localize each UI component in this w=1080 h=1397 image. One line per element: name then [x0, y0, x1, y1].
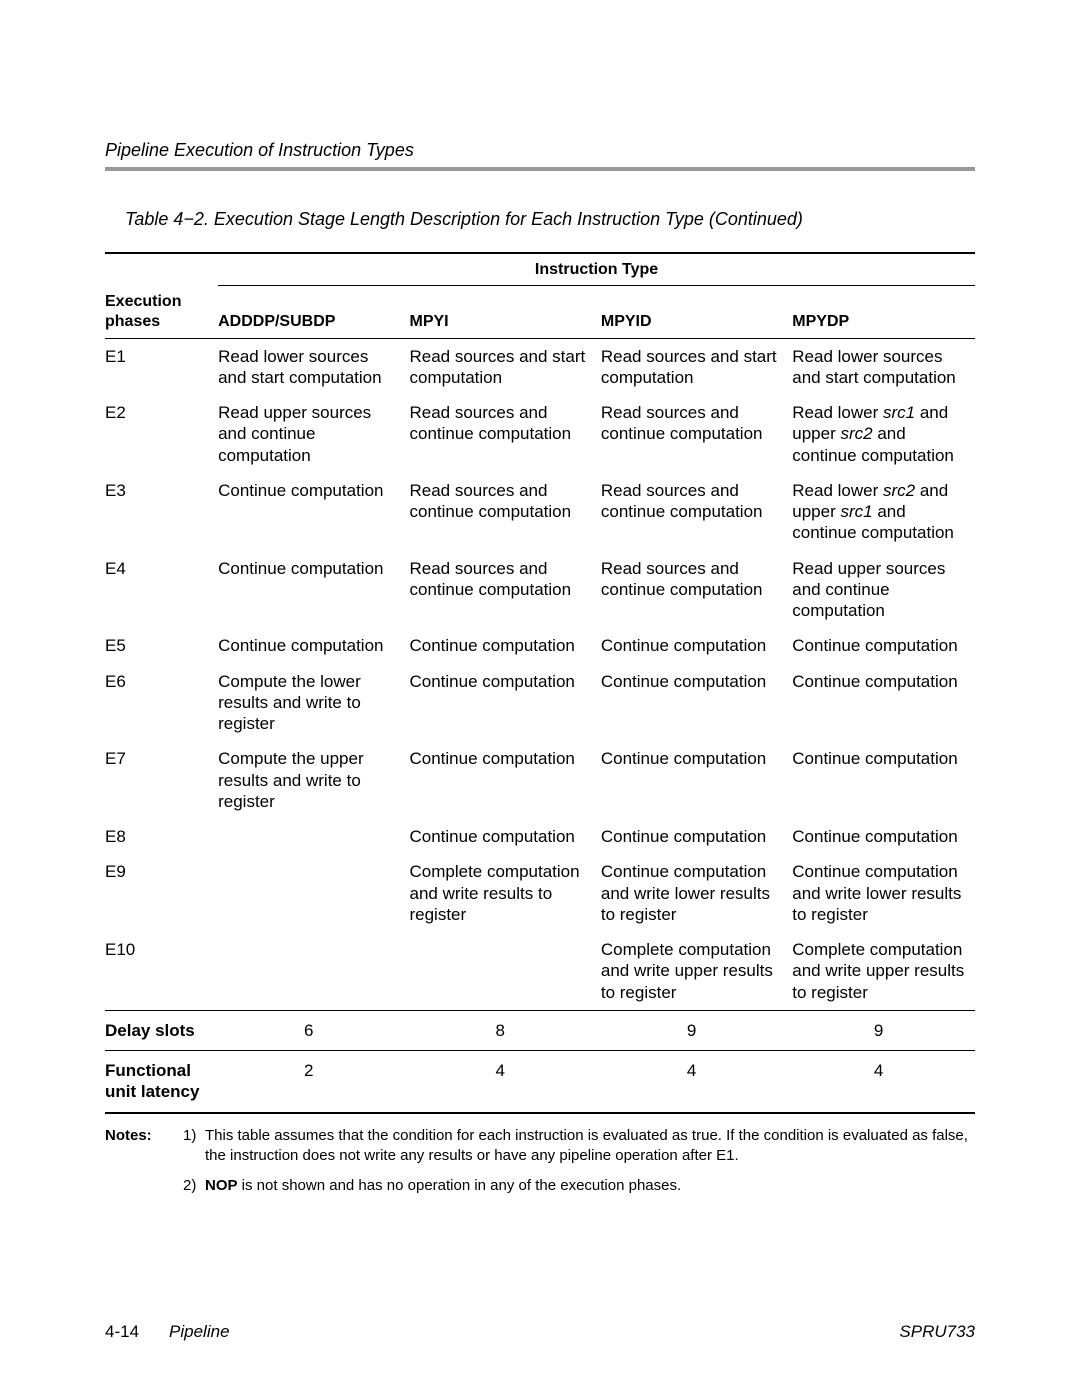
table-cell — [218, 854, 409, 932]
summary-value: 4 — [409, 1051, 600, 1113]
table-row: E8Continue computationContinue computati… — [105, 819, 975, 854]
summary-value: 4 — [792, 1051, 975, 1113]
table-cell: Continue computation — [218, 628, 409, 663]
table-cell: Continue computation — [409, 664, 600, 742]
summary-value: 9 — [792, 1010, 975, 1050]
summary-label: Functional unit latency — [105, 1051, 218, 1113]
note-item: 1)This table assumes that the condition … — [183, 1126, 975, 1167]
table-cell — [409, 932, 600, 1010]
section-header: Pipeline Execution of Instruction Types — [105, 140, 975, 161]
table-cell: Read lower src1 and upper src2 and conti… — [792, 395, 975, 473]
table-row: E9 Complete computa­tion and write result… — [105, 854, 975, 932]
summary-value: 9 — [601, 1010, 792, 1050]
table-cell: E10 — [105, 932, 218, 1010]
table-cell: Read sources and continue computation — [409, 551, 600, 629]
table-cell: Continue computation — [601, 628, 792, 663]
summary-row: Delay slots6899 — [105, 1010, 975, 1050]
table-cell: E9 — [105, 854, 218, 932]
table-cell: Complete computa­tion and write results … — [409, 854, 600, 932]
table-cell: Read sources and continue computation — [601, 473, 792, 551]
table-cell: Read sources and start computation — [601, 338, 792, 395]
table-cell: Read lower sources and start computation — [218, 338, 409, 395]
page-footer: 4-14 Pipeline SPRU733 — [105, 1322, 975, 1342]
note-text: This table assumes that the condition fo… — [205, 1126, 975, 1167]
table-row: E5Continue computationContinue computati… — [105, 628, 975, 663]
table-row: E1Read lower sources and start computati… — [105, 338, 975, 395]
table-row: E4Continue computationRead sources and c… — [105, 551, 975, 629]
table-cell: Read upper sources and continue computat… — [218, 395, 409, 473]
summary-label: Delay slots — [105, 1010, 218, 1050]
col-mpyid: MPYID — [601, 286, 792, 339]
group-header: Instruction Type — [218, 253, 975, 286]
summary-value: 8 — [409, 1010, 600, 1050]
table-cell: Read sources and continue computation — [409, 395, 600, 473]
table-cell: E1 — [105, 338, 218, 395]
table-cell: E5 — [105, 628, 218, 663]
notes-label: Notes: — [105, 1126, 183, 1207]
table-cell: Complete computa­tion and write upper re… — [792, 932, 975, 1010]
table-caption: Table 4−2. Execution Stage Length Descri… — [125, 209, 975, 230]
table-row: E10 Complete computa­tion and write upper… — [105, 932, 975, 1010]
summary-value: 2 — [218, 1051, 409, 1113]
table-cell: E7 — [105, 741, 218, 819]
table-cell: E2 — [105, 395, 218, 473]
table-notes: Notes: 1)This table assumes that the con… — [105, 1126, 975, 1207]
table-cell: Read sources and continue computation — [601, 551, 792, 629]
table-cell: Continue computation — [792, 741, 975, 819]
table-cell: Continue computation — [409, 819, 600, 854]
table-row: E6Compute the lower results and write to… — [105, 664, 975, 742]
table-cell: Continue computation — [792, 819, 975, 854]
table-cell: Continue computation — [792, 664, 975, 742]
table-row: E2Read upper sources and continue comput… — [105, 395, 975, 473]
table-cell: Continue computation — [409, 628, 600, 663]
table-cell — [218, 819, 409, 854]
section-rule — [105, 167, 975, 171]
table-cell — [218, 932, 409, 1010]
summary-row: Functional unit latency2444 — [105, 1051, 975, 1113]
summary-value: 6 — [218, 1010, 409, 1050]
table-cell: Compute the upper results and write to r… — [218, 741, 409, 819]
col-mpydp: MPYDP — [792, 286, 975, 339]
table-cell: E8 — [105, 819, 218, 854]
table-cell: Read sources and continue computation — [601, 395, 792, 473]
table-cell: Continue computation and write lower res… — [792, 854, 975, 932]
col-phase: Execution phases — [105, 286, 218, 339]
table-cell: Continue computation — [792, 628, 975, 663]
note-item: 2)NOP is not shown and has no operation … — [183, 1176, 975, 1196]
table-cell: Continue computation — [601, 741, 792, 819]
table-row: E7Compute the upper results and write to… — [105, 741, 975, 819]
table-cell: Read upper sources and continue computat… — [792, 551, 975, 629]
summary-value: 4 — [601, 1051, 792, 1113]
table-cell: Complete computa­tion and write upper re… — [601, 932, 792, 1010]
table-cell: Continue computation — [218, 473, 409, 551]
table-cell: Continue computation — [601, 819, 792, 854]
table-cell: Read lower sources and start computation — [792, 338, 975, 395]
table-cell: E6 — [105, 664, 218, 742]
document-id: SPRU733 — [899, 1322, 975, 1342]
table-cell: Read sources and continue computation — [409, 473, 600, 551]
table-row: E3Continue computationRead sources and c… — [105, 473, 975, 551]
note-text: NOP is not shown and has no operation in… — [205, 1176, 975, 1196]
page-number: 4-14 — [105, 1322, 139, 1342]
chapter-title: Pipeline — [169, 1322, 230, 1342]
table-cell: Continue computation — [218, 551, 409, 629]
table-cell: Read sources and start computation — [409, 338, 600, 395]
table-cell: E3 — [105, 473, 218, 551]
table-cell: E4 — [105, 551, 218, 629]
col-mpyi: MPYI — [409, 286, 600, 339]
table-cell: Compute the lower results and write to r… — [218, 664, 409, 742]
table-cell: Read lower src2 and upper src1 and conti… — [792, 473, 975, 551]
note-number: 1) — [183, 1126, 205, 1167]
table-cell: Continue computation — [409, 741, 600, 819]
table-cell: Continue computation — [601, 664, 792, 742]
execution-stage-table: Instruction Type Execution phases ADDDP/… — [105, 252, 975, 1114]
table-cell: Continue computation and write lower res… — [601, 854, 792, 932]
note-number: 2) — [183, 1176, 205, 1196]
col-adddp: ADDDP/SUBDP — [218, 286, 409, 339]
